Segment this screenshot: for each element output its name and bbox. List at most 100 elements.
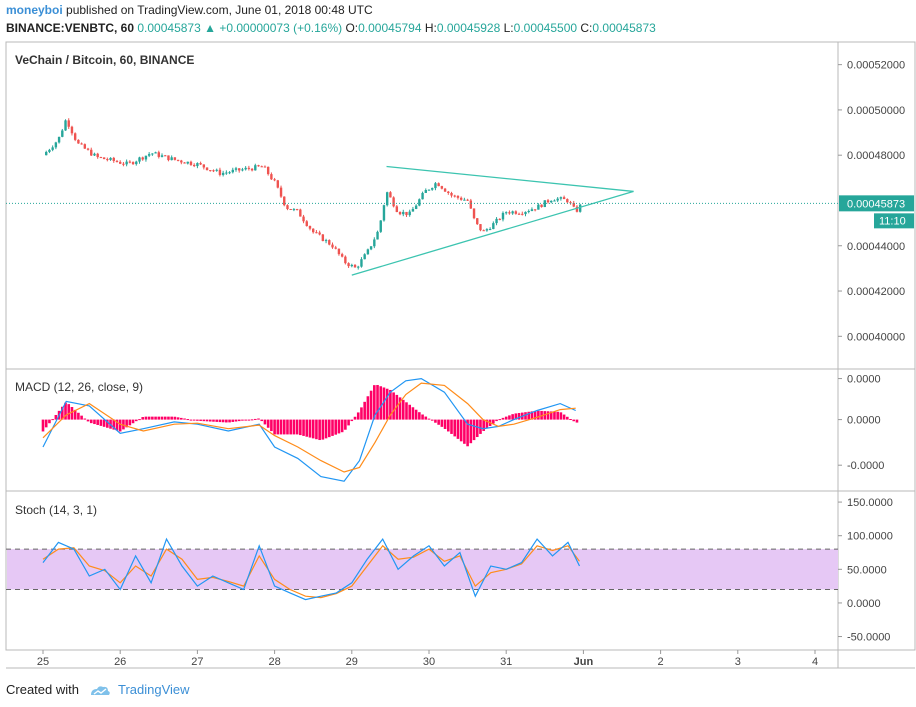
candle-body	[334, 247, 337, 249]
candle-body	[151, 153, 154, 155]
macd-histogram-bar	[189, 419, 193, 421]
macd-histogram-bar	[199, 419, 202, 421]
macd-histogram-bar	[334, 419, 338, 435]
macd-histogram-bar	[73, 409, 77, 420]
macd-histogram-bar	[151, 416, 154, 420]
price-tick-label: 0.00052000	[847, 60, 905, 72]
macd-histogram-bar	[430, 419, 434, 421]
macd-histogram-bar	[514, 413, 518, 420]
macd-histogram-bar	[546, 411, 550, 420]
candle-body	[357, 266, 360, 268]
macd-histogram-bar	[41, 419, 45, 432]
candle-body	[447, 191, 450, 193]
macd-histogram-bar	[70, 407, 74, 420]
macd-histogram-bar	[353, 416, 357, 420]
macd-histogram-bar	[192, 419, 196, 421]
last-price-badge	[839, 195, 914, 212]
macd-histogram-bar	[61, 406, 64, 420]
macd-histogram-bar	[299, 419, 302, 436]
candle-body	[135, 161, 138, 165]
candle-body	[472, 208, 476, 219]
open-label: O:	[345, 21, 359, 35]
macd-histogram-bar	[80, 415, 83, 420]
macd-histogram-bar	[427, 418, 431, 420]
candle-body	[305, 221, 308, 227]
macd-histogram-bar	[228, 419, 231, 423]
candle-body	[180, 160, 183, 163]
candle-body	[102, 157, 106, 160]
macd-line	[42, 377, 576, 482]
macd-histogram-bar	[289, 419, 292, 435]
candle-body	[254, 165, 257, 171]
candle-body	[517, 213, 521, 215]
candle-body	[392, 197, 395, 207]
candle-body	[524, 211, 527, 215]
macd-histogram-bar	[472, 419, 476, 441]
macd-histogram-bar	[527, 411, 531, 420]
macd-histogram-bar	[302, 419, 305, 436]
macd-histogram-bar	[408, 404, 411, 420]
candle-body	[263, 166, 267, 168]
time-tick-label: 25	[37, 656, 49, 668]
candle-body	[344, 256, 347, 264]
macd-histogram-bar	[360, 407, 363, 420]
macd-histogram-bar	[128, 419, 132, 426]
low-label: L:	[503, 21, 514, 35]
macd-histogram-bar	[202, 419, 206, 422]
time-tick-label: 30	[423, 656, 435, 668]
macd-histogram-bar	[340, 419, 344, 433]
candle-body	[459, 197, 463, 200]
macd-histogram-bar	[572, 419, 576, 422]
candle-body	[443, 188, 447, 192]
candle-body	[572, 202, 575, 207]
countdown-badge	[874, 213, 914, 229]
candle-body	[167, 155, 170, 161]
footer: Created with TradingView	[6, 682, 190, 698]
macd-histogram-bar	[154, 416, 157, 420]
current-price: 0.00045873	[137, 21, 201, 35]
macd-signal-line	[42, 382, 576, 473]
macd-histogram-bar	[118, 419, 122, 432]
macd-histogram-bar	[459, 419, 463, 442]
macd-histogram-bar	[456, 419, 460, 439]
candle-body	[376, 231, 379, 240]
candle-body	[286, 205, 289, 210]
macd-histogram-bar	[559, 412, 563, 420]
candle-body	[540, 204, 543, 208]
candle-body	[373, 239, 376, 247]
candle-body	[421, 192, 424, 200]
tradingview-link[interactable]: TradingView	[118, 682, 190, 697]
price-tick-label: 0.00050000	[847, 105, 905, 117]
stoch-tick-label: 150.0000	[847, 497, 893, 509]
candle-body	[527, 211, 530, 213]
macd-histogram-bar	[241, 419, 244, 421]
macd-histogram-bar	[254, 418, 257, 420]
candle-body	[331, 244, 334, 248]
macd-histogram-bar	[257, 418, 260, 420]
stoch-tick-label: -50.0000	[847, 632, 890, 644]
created-with-text: Created with	[6, 682, 79, 697]
stoch-pane-title: Stoch (14, 3, 1)	[15, 503, 97, 517]
time-tick-label: 29	[346, 656, 358, 668]
price-change: +0.00000073 (+0.16%)	[219, 21, 343, 35]
candle-body	[434, 183, 437, 189]
macd-histogram-bar	[173, 416, 177, 420]
candle-body	[405, 211, 408, 216]
candle-body	[112, 157, 115, 161]
candle-body	[119, 161, 122, 164]
macd-histogram-bar	[218, 419, 222, 423]
macd-histogram-bar	[276, 419, 280, 435]
candle-body	[228, 172, 231, 174]
candle-body	[543, 200, 546, 208]
high-value: 0.00045928	[436, 21, 501, 35]
candle-body	[154, 152, 157, 154]
macd-histogram-bar	[327, 419, 331, 438]
publisher-username[interactable]: moneyboi	[6, 3, 63, 17]
time-tick-label: Jun	[574, 656, 594, 668]
candle-body	[402, 211, 405, 215]
candle-body	[369, 246, 373, 250]
macd-histogram-bar	[86, 419, 90, 422]
candle-body	[273, 179, 276, 181]
candle-body	[61, 130, 64, 137]
